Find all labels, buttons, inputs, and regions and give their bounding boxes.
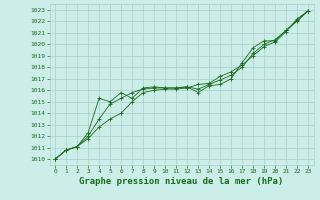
X-axis label: Graphe pression niveau de la mer (hPa): Graphe pression niveau de la mer (hPa) [79, 177, 284, 186]
